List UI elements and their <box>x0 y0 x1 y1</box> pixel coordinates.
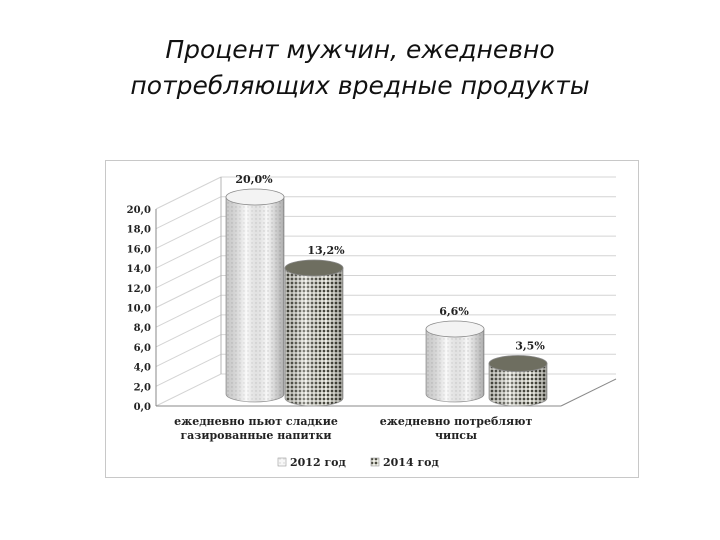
category-label: газированные напитки <box>180 429 331 442</box>
y-tick-label: 14,0 <box>127 264 151 275</box>
gridline-side <box>155 176 222 210</box>
gridline-side <box>155 275 222 308</box>
bar <box>284 259 344 407</box>
gridline-side <box>155 215 222 249</box>
legend-label: 2014 год <box>383 456 439 469</box>
gridline-side <box>155 353 222 387</box>
bar <box>425 320 485 403</box>
slide-title-line-1: Процент мужчин, ежедневно <box>165 35 555 64</box>
floor-right-edge <box>560 378 617 407</box>
y-tick-label: 12,0 <box>127 284 151 295</box>
data-label: 20,0% <box>235 173 273 186</box>
gridline-side <box>155 294 222 328</box>
y-tick-label: 6,0 <box>134 343 151 354</box>
chart-frame: 0,0 2,0 4,0 6,0 8,0 10,0 12,0 14,0 16,0 18,0 20,0 … <box>105 160 639 478</box>
legend-swatch <box>370 457 380 467</box>
bar-shading <box>426 328 484 402</box>
y-tick-label: 8,0 <box>134 323 151 334</box>
axes-layer: 0,0 2,0 4,0 6,0 8,0 10,0 12,0 14,0 16,0 18,0 20,0 <box>127 176 617 413</box>
bar-top <box>488 355 548 372</box>
y-tick-label: 2,0 <box>134 382 151 393</box>
y-tick-label: 18,0 <box>127 225 151 236</box>
labels-layer: 20,0% 6,6% 13,2% 3,5% ежедневно пьют сладкие… <box>174 173 545 442</box>
bars-layer <box>225 188 548 407</box>
bar-shading <box>285 267 343 406</box>
bar-shading <box>489 363 547 406</box>
gridline-side <box>155 235 222 269</box>
data-label: 6,6% <box>439 305 469 318</box>
data-label: 13,2% <box>307 244 345 257</box>
gridline-side <box>155 196 222 230</box>
gridline-side <box>155 255 222 289</box>
category-label: ежедневно потребляют <box>380 415 533 428</box>
y-tick-label: 16,0 <box>127 244 151 255</box>
bar-top <box>225 188 285 206</box>
legend-swatch <box>277 457 287 467</box>
data-label: 3,5% <box>515 340 545 353</box>
bar <box>225 188 285 403</box>
bar-shading <box>226 197 284 402</box>
category-label: ежедневно пьют сладкие <box>174 415 338 428</box>
legend-label: 2012 год <box>290 456 346 469</box>
bar <box>488 355 548 407</box>
legend-layer: 2012 год 2014 год <box>277 456 439 469</box>
gridline-side <box>155 314 222 348</box>
gridline-side <box>155 373 222 407</box>
category-label: чипсы <box>435 429 477 442</box>
chart-svg: 0,02,04,06,08,010,012,014,016,018,020,0 … <box>127 173 617 469</box>
bar-top <box>425 320 485 338</box>
slide-title-line-2: потребляющих вредные продукты <box>130 71 590 100</box>
legend-item: 2012 год <box>277 456 346 469</box>
y-tick-label: 0,0 <box>134 402 151 413</box>
gridline-side <box>155 334 222 368</box>
y-tick-label: 10,0 <box>127 304 151 315</box>
bar-top <box>284 259 344 277</box>
y-tick-label: 4,0 <box>134 363 151 374</box>
y-tick-label: 20,0 <box>127 205 151 216</box>
legend-item: 2014 год <box>370 456 439 469</box>
slide-title: Процент мужчин, ежедневно потребляющих в… <box>0 32 720 104</box>
